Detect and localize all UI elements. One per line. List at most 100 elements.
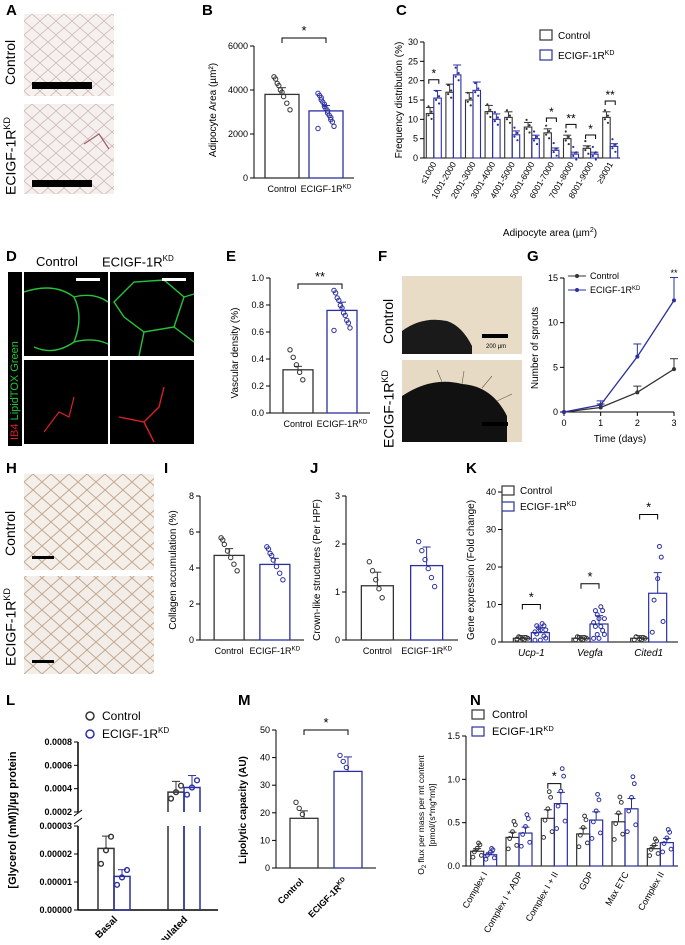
- n-point-0-4-4: [620, 831, 626, 837]
- n-point-0-0-2: [474, 845, 480, 851]
- n-bar-1-3: [589, 819, 604, 867]
- k-point-1-1-6: [594, 612, 600, 618]
- m-s0-point-2: [299, 811, 306, 818]
- j-s1-point-3: [425, 565, 431, 572]
- n-bar-0-3: [576, 833, 591, 867]
- panel-k-plot: 0 10 20 30 40 Ucp-1 * Vegfa * Cited1 * Control ECIGF…: [486, 485, 678, 659]
- l-point-0-0-1: [102, 847, 110, 854]
- c-dot-1-2-3: [477, 87, 480, 90]
- m-bar-1: [333, 770, 363, 869]
- e-xlabel-ko-main: ECIGF-1R: [317, 419, 360, 429]
- n-point-1-1-0: [518, 843, 524, 849]
- l-point-1-1-2: [193, 777, 201, 784]
- n-bar-1-1: [518, 832, 533, 867]
- c-dot-1-4-2: [513, 135, 516, 138]
- j-xlabel-ko-sup: KD: [443, 645, 452, 652]
- k-point-1-1-5: [598, 604, 604, 610]
- g-line-0: [563, 368, 675, 413]
- c-xtick-9: ≥9001: [594, 160, 615, 186]
- c-legend-ko: ECIGF-1RKD: [558, 50, 614, 62]
- i-bar-1: [259, 563, 291, 641]
- l-point-1-0-0: [113, 881, 121, 888]
- c-bar-1-3: [492, 118, 501, 159]
- panel-label-l: L: [6, 692, 16, 709]
- n-legend-swatch-control: [471, 709, 485, 720]
- i-xlabel-ko-main: ECIGF-1R: [249, 646, 292, 656]
- n-point-0-1-0: [505, 846, 511, 852]
- g-legend-dot-ko: [575, 288, 579, 292]
- l-ytick-l-label-2: 0.00002: [39, 849, 72, 859]
- i-s1-point-5: [280, 577, 286, 583]
- panel-g-xlabel: Time (days): [594, 434, 646, 445]
- k-ytick-label-3: 30: [486, 525, 496, 535]
- c-dot-1-5-0: [532, 130, 536, 133]
- c-dot-0-5-3: [528, 124, 531, 127]
- c-dot-1-2-1: [477, 94, 480, 97]
- c-dot-1-9-0: [611, 138, 614, 141]
- n-point-1-0-0: [483, 856, 489, 862]
- k-ytick-label-1: 10: [486, 600, 496, 610]
- e-s0-point-3: [296, 369, 303, 376]
- n-point-1-5-2: [664, 835, 670, 841]
- g-point-1-2: [635, 354, 640, 359]
- n-xtick-1: Complex I + ADP: [482, 870, 525, 935]
- n-point-0-5-2: [651, 842, 657, 848]
- c-dot-0-8-0: [584, 140, 587, 143]
- panel-label-n: N: [470, 692, 481, 709]
- e-s0-point-2: [293, 362, 300, 368]
- panel-l-plot: 0.0002 0.0004 0.0006 0.0008 0.00000 0.00001 0.…: [39, 709, 218, 940]
- l-point-1-0-1: [118, 874, 126, 881]
- n-point-1-1-3: [520, 831, 526, 837]
- c-bar-1-8: [590, 153, 599, 159]
- l-bar-0-0: [97, 847, 115, 911]
- panel-k-ylabel: Gene expression (Fold change): [466, 500, 477, 640]
- l-ytick-l-label-3: 0.00003: [39, 821, 72, 831]
- g-sig-label: **: [670, 268, 678, 278]
- k-point-1-0-7: [532, 629, 538, 635]
- k-point-1-2-1: [658, 554, 664, 560]
- c-sig-bracket-9: [604, 100, 616, 105]
- b-sig-label: *: [301, 23, 306, 38]
- l-bar-lower-0-1: [167, 826, 185, 910]
- j-ytick-label-1: 1: [335, 587, 340, 597]
- b-s1-point-15: [328, 114, 334, 121]
- k-point-1-1-4: [601, 631, 607, 637]
- n-point-1-2-4: [562, 818, 568, 824]
- panel-b-chart: Adipocyte Area (µm²) 0 2000 4000 6000 Contro…: [208, 23, 354, 194]
- n-point-1-1-1: [525, 816, 531, 821]
- c-dot-1-6-3: [555, 147, 558, 150]
- n-point-1-2-0: [554, 826, 560, 831]
- e-s0-point-1: [290, 354, 296, 361]
- m-ytick-label-2: 20: [260, 808, 270, 818]
- c-dot-0-6-2: [545, 133, 548, 136]
- n-point-0-4-3: [613, 821, 619, 826]
- c-dot-1-8-3: [594, 151, 597, 154]
- c-dot-0-7-3: [567, 135, 570, 138]
- k-sig-2-label: *: [646, 500, 651, 515]
- n-point-1-4-0: [624, 829, 630, 835]
- n-point-0-0-4: [478, 852, 484, 858]
- n-legend-control: Control: [492, 709, 527, 721]
- l-ytick-l-label-1: 0.00001: [39, 877, 72, 887]
- k-point-1-1-10: [592, 608, 598, 614]
- b-s1-point-12: [318, 95, 324, 101]
- c-dot-0-4-0: [505, 109, 509, 112]
- panel-k-chart: Gene expression (Fold change) 0 10 20 30 40 U…: [466, 485, 678, 659]
- c-bar-0-1: [445, 91, 454, 159]
- n-point-0-3-1: [583, 817, 589, 823]
- c-dot-0-5-0: [525, 118, 528, 121]
- k-point-1-0-9: [537, 637, 543, 643]
- n-point-0-3-2: [580, 825, 586, 830]
- c-dot-1-8-2: [591, 154, 594, 158]
- n-xtick-4: Max ETC: [603, 870, 631, 908]
- panel-c-ylabel: Frequency distribution (%): [394, 42, 405, 159]
- g-point-1-0: [562, 410, 566, 414]
- c-dot-1-3-2: [493, 120, 496, 123]
- i-s0-point-2: [224, 548, 231, 554]
- adipose-image-control: [24, 14, 114, 96]
- n-point-0-4-1: [618, 799, 624, 805]
- n-xtick-3: GDP: [577, 870, 595, 892]
- m-ytick-label-1: 10: [260, 835, 270, 845]
- l-bar-1-1: [183, 786, 201, 812]
- n-sig-label: *: [552, 769, 557, 784]
